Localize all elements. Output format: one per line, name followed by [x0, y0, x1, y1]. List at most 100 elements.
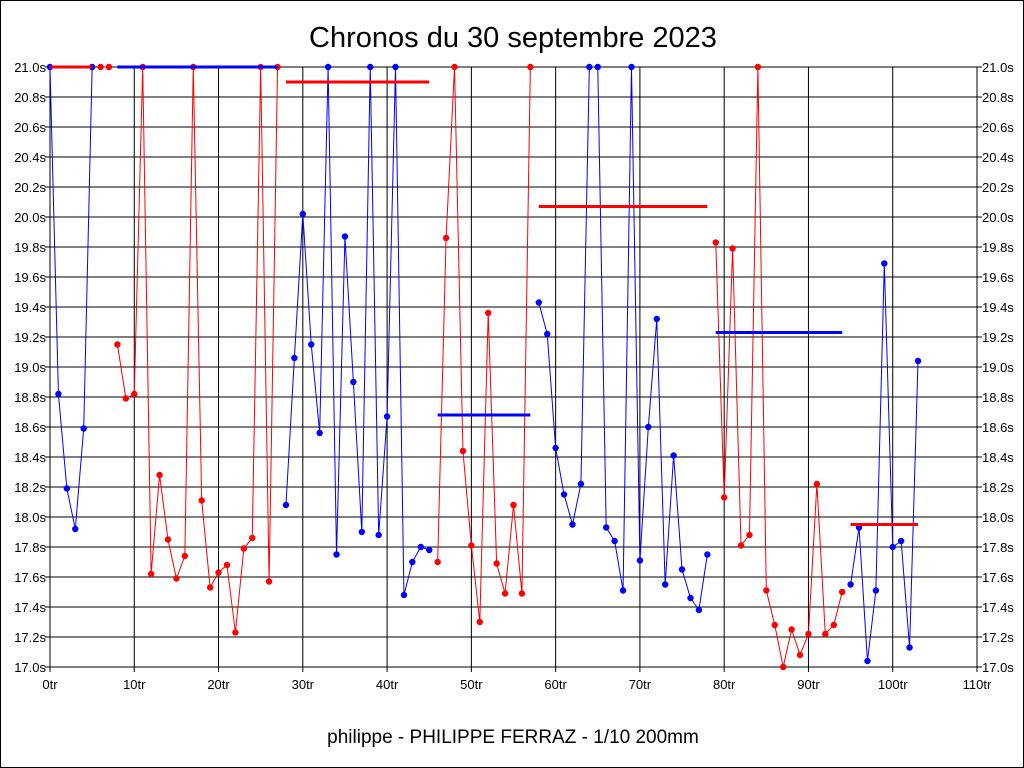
- x-tick-label: 80tr: [713, 677, 736, 692]
- data-point: [459, 447, 467, 455]
- data-point: [240, 545, 248, 552]
- y-tick-label: 21.0s: [14, 60, 46, 75]
- data-point: [63, 485, 71, 492]
- series-line: [437, 66, 531, 623]
- y-tick-label-right: 19.8s: [982, 240, 1014, 255]
- y-tick-label-right: 18.0s: [982, 510, 1014, 525]
- x-axis: 0tr 10tr 20tr 30tr 40tr 50tr 60tr 70tr 80tr 90tr 1…: [42, 667, 992, 692]
- y-tick-label: 20.2s: [14, 180, 46, 195]
- data-point: [122, 395, 130, 402]
- y-tick-label: 17.8s: [14, 540, 46, 555]
- y-tick-label: 17.2s: [14, 630, 46, 645]
- data-point: [586, 63, 593, 71]
- data-point: [544, 330, 551, 338]
- y-tick-label: 19.4s: [14, 300, 46, 315]
- data-point: [560, 491, 568, 498]
- data-point: [897, 537, 905, 545]
- data-point: [223, 561, 231, 569]
- data-point: [114, 341, 121, 348]
- data-point: [198, 497, 205, 504]
- data-point: [822, 630, 829, 638]
- data-point: [552, 444, 559, 452]
- y-tick-label-right: 20.0s: [982, 210, 1014, 225]
- x-tick-label: 20tr: [207, 677, 230, 692]
- y-axis-right: 17.0s 17.2s 17.4s 17.6s 17.8s 18.0s 18.2s 18.4s…: [977, 60, 1014, 675]
- data-point: [577, 480, 585, 488]
- x-tick-label: 110tr: [963, 677, 992, 692]
- data-point: [105, 63, 113, 71]
- x-tick-label: 90tr: [797, 677, 820, 692]
- mean-lines-group: [50, 65, 919, 526]
- series-line: [49, 66, 93, 530]
- data-point: [434, 558, 441, 566]
- y-tick-label-right: 17.8s: [982, 540, 1014, 555]
- data-point: [383, 413, 391, 420]
- grid: [49, 66, 978, 668]
- data-point: [97, 63, 104, 71]
- y-tick-label: 19.0s: [14, 360, 46, 375]
- y-tick-label-right: 20.2s: [982, 180, 1014, 195]
- data-point: [569, 521, 576, 528]
- data-point: [746, 531, 753, 539]
- data-point: [603, 524, 610, 531]
- data-point: [628, 63, 635, 71]
- series-line: [538, 66, 708, 612]
- data-point: [914, 357, 922, 365]
- y-tick-label: 19.2s: [14, 330, 46, 345]
- y-tick-label-right: 20.6s: [982, 120, 1014, 135]
- data-point: [249, 534, 256, 542]
- y-tick-label: 17.6s: [14, 570, 46, 585]
- data-point: [712, 239, 719, 246]
- y-tick-label-right: 19.6s: [982, 270, 1014, 285]
- data-point: [485, 309, 492, 317]
- x-tick-label: 60tr: [544, 677, 567, 692]
- data-point: [763, 587, 770, 594]
- data-point: [636, 557, 644, 564]
- y-tick-label-right: 20.4s: [982, 150, 1014, 165]
- x-tick-label: 0tr: [42, 677, 58, 692]
- data-point: [704, 551, 711, 558]
- data-point: [805, 630, 812, 638]
- series-line: [285, 66, 430, 596]
- data-point: [527, 63, 534, 71]
- data-point: [282, 501, 290, 509]
- data-point: [670, 452, 677, 459]
- data-point: [324, 63, 332, 71]
- data-point: [88, 63, 96, 71]
- y-tick-label: 19.8s: [14, 240, 46, 255]
- data-point: [661, 581, 669, 588]
- data-point: [830, 621, 837, 629]
- data-point: [619, 587, 627, 594]
- data-point: [906, 644, 913, 651]
- data-point: [754, 63, 762, 71]
- y-tick-label-right: 18.6s: [982, 420, 1014, 435]
- x-tick-label: 100tr: [878, 677, 908, 692]
- data-point: [493, 560, 500, 567]
- x-tick-label: 50tr: [460, 677, 483, 692]
- data-point: [653, 315, 660, 323]
- data-point: [400, 591, 408, 599]
- data-point: [468, 542, 475, 549]
- data-point: [779, 663, 787, 671]
- data-point: [678, 566, 686, 573]
- data-point: [367, 63, 374, 71]
- data-point: [611, 537, 618, 545]
- y-tick-label-right: 18.8s: [982, 390, 1014, 405]
- data-point: [510, 501, 517, 509]
- series-group: [46, 63, 922, 671]
- data-point: [147, 570, 155, 578]
- data-point: [729, 245, 736, 252]
- data-point: [451, 63, 458, 71]
- data-point: [695, 606, 703, 614]
- data-point: [442, 234, 450, 242]
- data-point: [358, 528, 366, 536]
- data-point: [375, 531, 382, 539]
- series-line: [715, 66, 843, 668]
- data-point: [501, 590, 509, 597]
- data-point: [333, 551, 340, 558]
- data-point: [215, 569, 222, 576]
- y-tick-label: 20.0s: [14, 210, 46, 225]
- data-point: [316, 429, 323, 437]
- data-point: [889, 543, 896, 551]
